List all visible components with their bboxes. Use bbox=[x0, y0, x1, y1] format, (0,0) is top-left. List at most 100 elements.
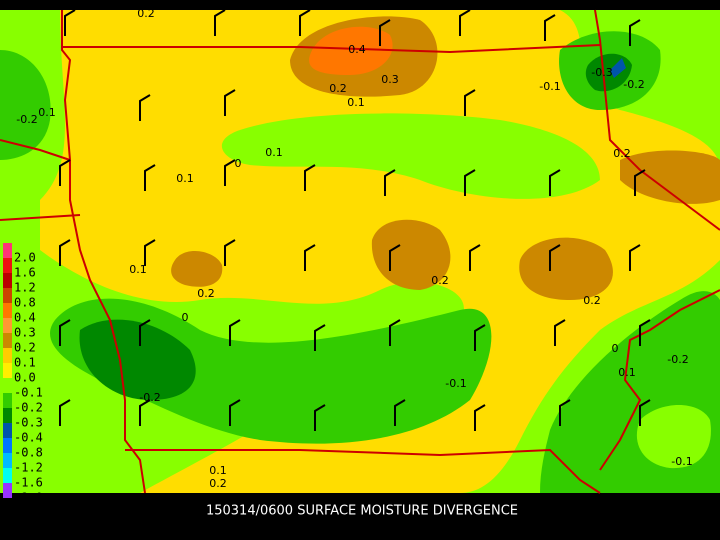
contour-label: -0.2 bbox=[139, 391, 160, 404]
wind-barb bbox=[64, 9, 76, 36]
wind-barb bbox=[629, 244, 641, 271]
legend-swatch bbox=[3, 438, 12, 453]
contour-label: 0.1 bbox=[129, 263, 147, 276]
wind-barb bbox=[224, 159, 236, 186]
contour-label: 0.2 bbox=[329, 82, 347, 95]
wind-barb bbox=[629, 19, 641, 46]
caption: 150314/0600 SURFACE MOISTURE DIVERGENCE bbox=[206, 504, 518, 519]
legend-label: -0.2 bbox=[14, 401, 43, 415]
contour-label: 0 bbox=[235, 157, 242, 170]
legend-label: 0.3 bbox=[14, 326, 36, 340]
legend-swatch bbox=[3, 363, 12, 378]
wind-barbs bbox=[59, 9, 651, 431]
wind-barb bbox=[639, 319, 651, 346]
wind-barb bbox=[464, 169, 476, 196]
wind-barb bbox=[459, 9, 471, 36]
border bbox=[0, 214, 81, 221]
legend-label: 0.8 bbox=[14, 296, 36, 310]
wind-barb bbox=[214, 9, 226, 36]
wind-barb bbox=[304, 244, 316, 271]
legend: 2.01.61.20.80.40.30.20.10.0-0.1-0.2-0.3-… bbox=[3, 243, 43, 505]
wind-barb bbox=[549, 169, 561, 196]
contour-label: 0.2 bbox=[431, 274, 449, 287]
wind-barb bbox=[469, 244, 481, 271]
wind-barb bbox=[139, 399, 151, 426]
wind-barb bbox=[139, 319, 151, 346]
contour-label: 0.1 bbox=[38, 106, 56, 119]
legend-label: 0.0 bbox=[14, 371, 36, 385]
wind-barb bbox=[314, 404, 326, 431]
contour-label: 0.1 bbox=[265, 146, 283, 159]
contour-label: -0.2 bbox=[16, 113, 37, 126]
wind-barb bbox=[144, 239, 156, 266]
wind-barb bbox=[379, 19, 391, 46]
legend-label: -0.3 bbox=[14, 416, 43, 430]
contour-label: -0.1 bbox=[445, 377, 466, 390]
legend-label: -1.6 bbox=[14, 476, 43, 490]
wind-barb bbox=[229, 399, 241, 426]
field bbox=[0, 10, 720, 493]
border bbox=[599, 289, 720, 471]
wind-barb bbox=[139, 94, 151, 121]
legend-label: 0.4 bbox=[14, 311, 36, 325]
legend-swatch bbox=[3, 273, 12, 288]
contour-label: -0.2 bbox=[667, 353, 688, 366]
wind-barb bbox=[474, 404, 486, 431]
legend-label: -0.4 bbox=[14, 431, 43, 445]
wind-barb bbox=[559, 399, 571, 426]
wind-barb bbox=[549, 244, 561, 271]
wind-barb bbox=[394, 399, 406, 426]
wind-barb bbox=[634, 169, 646, 196]
wind-barb bbox=[224, 89, 236, 116]
wind-barb bbox=[299, 9, 311, 36]
wind-barb bbox=[59, 239, 71, 266]
legend-swatch bbox=[3, 348, 12, 363]
border bbox=[0, 139, 71, 161]
borders bbox=[0, 9, 720, 494]
wind-barb bbox=[59, 159, 71, 186]
contour-label: 0.2 bbox=[197, 287, 215, 300]
wind-barb bbox=[304, 164, 316, 191]
legend-swatch bbox=[3, 378, 12, 393]
legend-label: 0.1 bbox=[14, 356, 36, 370]
contour-label: -0.1 bbox=[671, 455, 692, 468]
contour-label: 0.2 bbox=[583, 294, 601, 307]
wind-barb bbox=[474, 324, 486, 351]
contour-label: 0.2 bbox=[613, 147, 631, 160]
wind-barb bbox=[144, 164, 156, 191]
contour-label: 0.1 bbox=[176, 172, 194, 185]
contour-label: 0.3 bbox=[381, 73, 399, 86]
legend-label: -0.8 bbox=[14, 446, 43, 460]
legend-label: 0.2 bbox=[14, 341, 36, 355]
negative-band bbox=[221, 113, 601, 199]
border bbox=[125, 448, 601, 494]
negative-core bbox=[79, 319, 196, 400]
wind-barb bbox=[59, 319, 71, 346]
contour-label: 0 bbox=[612, 342, 619, 355]
wind-barb bbox=[229, 319, 241, 346]
negative-cell bbox=[0, 50, 51, 160]
legend-swatch bbox=[3, 423, 12, 438]
legend-swatch bbox=[3, 408, 12, 423]
positive-cell bbox=[519, 237, 613, 300]
contour-label: 0 bbox=[182, 311, 189, 324]
contour-label: 0.2 bbox=[209, 477, 227, 490]
legend-label: -2.0 bbox=[14, 491, 43, 505]
contour-label: -0.2 bbox=[623, 78, 644, 91]
legend-swatch bbox=[3, 303, 12, 318]
legend-label: -0.1 bbox=[14, 386, 43, 400]
wind-barb bbox=[544, 14, 556, 41]
contour-label: 0.1 bbox=[618, 366, 636, 379]
legend-swatch bbox=[3, 453, 12, 468]
legend-label: -1.2 bbox=[14, 461, 43, 475]
contour-label: -0.1 bbox=[539, 80, 560, 93]
contour-label: -0.3 bbox=[591, 66, 612, 79]
positive-cell bbox=[371, 219, 451, 290]
contour-label: 0.4 bbox=[348, 43, 366, 56]
contour-label: 0.1 bbox=[209, 464, 227, 477]
legend-label: 2.0 bbox=[14, 251, 36, 265]
positive-core bbox=[309, 26, 393, 75]
wind-barb bbox=[464, 89, 476, 116]
